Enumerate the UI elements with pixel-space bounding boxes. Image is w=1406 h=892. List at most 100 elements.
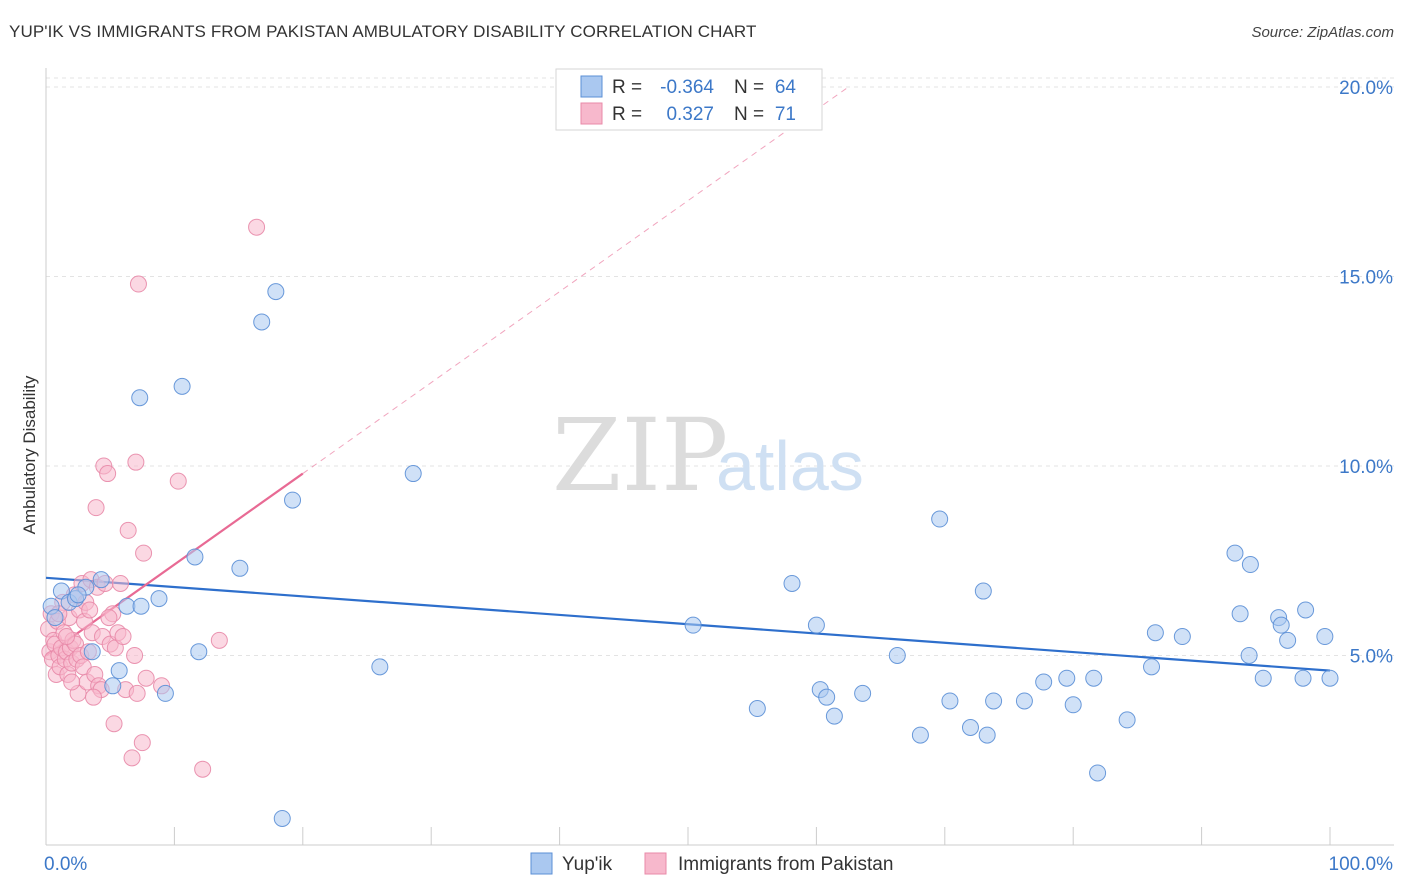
series-legend: Yup'ik Immigrants from Pakistan <box>530 852 893 875</box>
point-pakistan-68 <box>85 688 103 706</box>
point-yupik-35 <box>931 510 949 528</box>
stats-n-value-2: 71 <box>775 104 796 125</box>
point-pakistan-55 <box>127 453 145 471</box>
point-yupik-54 <box>1241 556 1259 574</box>
point-yupik-28 <box>807 616 825 634</box>
point-pakistan-56 <box>128 684 146 702</box>
point-yupik-18 <box>231 559 249 577</box>
point-yupik-63 <box>69 586 87 604</box>
trendline-pakistan-extension <box>302 86 849 474</box>
legend-label-pakistan: Immigrants from Pakistan <box>678 854 893 875</box>
legend-swatch-yupik <box>530 852 553 875</box>
point-pakistan-58 <box>133 734 151 752</box>
point-yupik-14 <box>156 684 174 702</box>
point-yupik-19 <box>253 313 271 331</box>
point-yupik-13 <box>150 590 168 608</box>
point-pakistan-36 <box>87 499 105 517</box>
point-yupik-46 <box>1089 764 1107 782</box>
stats-n-label-1: N = <box>734 77 764 98</box>
point-pakistan-64 <box>210 631 228 649</box>
point-yupik-52 <box>1231 605 1249 623</box>
point-yupik-7 <box>92 571 110 589</box>
point-pakistan-57 <box>129 275 147 293</box>
point-pakistan-70 <box>100 609 118 627</box>
point-yupik-34 <box>911 726 929 744</box>
x-tick-labels: 0.0% 100.0% <box>44 854 1393 875</box>
x-tick-label-0: 0.0% <box>44 854 87 875</box>
point-yupik-20 <box>267 283 285 301</box>
watermark: ZIP atlas <box>552 397 864 514</box>
y-tick-label-0: 5.0% <box>1350 646 1393 667</box>
point-yupik-62 <box>1321 669 1339 687</box>
stats-legend: R = -0.364 N = 64 R = 0.327 N = 71 <box>555 68 823 131</box>
point-yupik-25 <box>684 616 702 634</box>
point-pakistan-54 <box>126 646 144 664</box>
point-yupik-49 <box>1146 624 1164 642</box>
point-yupik-48 <box>1143 658 1161 676</box>
point-pakistan-43 <box>99 465 117 483</box>
point-pakistan-52 <box>119 521 137 539</box>
stats-n-label-2: N = <box>734 104 764 125</box>
point-yupik-8 <box>104 677 122 695</box>
stats-r-label-1: R = <box>612 77 642 98</box>
point-yupik-59 <box>1294 669 1312 687</box>
trend-lines <box>45 86 1331 672</box>
x-tick-label-1: 100.0% <box>1329 854 1394 875</box>
point-yupik-37 <box>961 719 979 737</box>
point-pakistan-50 <box>114 628 132 646</box>
point-pakistan-59 <box>135 544 153 562</box>
point-yupik-38 <box>974 582 992 600</box>
point-pakistan-67 <box>63 673 81 691</box>
point-pakistan-66 <box>58 628 76 646</box>
point-yupik-24 <box>404 465 422 483</box>
point-yupik-33 <box>888 646 906 664</box>
watermark-zip: ZIP <box>552 397 728 514</box>
point-yupik-32 <box>854 684 872 702</box>
point-pakistan-62 <box>169 472 187 490</box>
y-tick-label-2: 15.0% <box>1339 267 1393 288</box>
point-yupik-17 <box>190 643 208 661</box>
stats-swatch-blue <box>580 75 603 98</box>
y-tick-label-3: 20.0% <box>1339 78 1393 99</box>
point-yupik-22 <box>284 491 302 509</box>
point-pakistan-63 <box>194 760 212 778</box>
point-yupik-11 <box>132 597 150 615</box>
data-points <box>40 218 1339 827</box>
point-yupik-10 <box>118 597 136 615</box>
stats-r-value-1: -0.364 <box>660 77 714 98</box>
point-yupik-26 <box>748 700 766 718</box>
point-yupik-44 <box>1064 696 1082 714</box>
point-yupik-41 <box>1015 692 1033 710</box>
point-yupik-16 <box>186 548 204 566</box>
point-pakistan-65 <box>248 218 266 236</box>
point-yupik-15 <box>173 377 191 395</box>
y-tick-labels: 5.0% 10.0% 15.0% 20.0% <box>1339 78 1393 668</box>
point-pakistan-60 <box>137 669 155 687</box>
point-yupik-36 <box>941 692 959 710</box>
point-yupik-57 <box>1272 616 1290 634</box>
point-yupik-51 <box>1226 544 1244 562</box>
stats-n-value-1: 64 <box>775 77 797 98</box>
point-pakistan-53 <box>123 749 141 767</box>
point-yupik-31 <box>825 707 843 725</box>
y-axis-label: Ambulatory Disability <box>20 375 39 534</box>
point-yupik-23 <box>371 658 389 676</box>
point-yupik-53 <box>1240 646 1258 664</box>
point-yupik-43 <box>1058 669 1076 687</box>
point-yupik-21 <box>273 809 291 827</box>
point-yupik-55 <box>1254 669 1272 687</box>
point-yupik-27 <box>783 574 801 592</box>
axes <box>45 68 1394 846</box>
y-tick-label-1: 10.0% <box>1339 457 1393 478</box>
source-credit: Source: ZipAtlas.com <box>1251 24 1394 41</box>
point-yupik-12 <box>131 389 149 407</box>
stats-r-value-2: 0.327 <box>666 104 714 125</box>
legend-swatch-pakistan <box>644 852 667 875</box>
point-yupik-30 <box>818 688 836 706</box>
stats-r-label-2: R = <box>612 104 642 125</box>
point-yupik-60 <box>1297 601 1315 619</box>
point-yupik-9 <box>110 662 128 680</box>
point-yupik-42 <box>1035 673 1053 691</box>
chart-title: YUP'IK VS IMMIGRANTS FROM PAKISTAN AMBUL… <box>9 22 757 41</box>
